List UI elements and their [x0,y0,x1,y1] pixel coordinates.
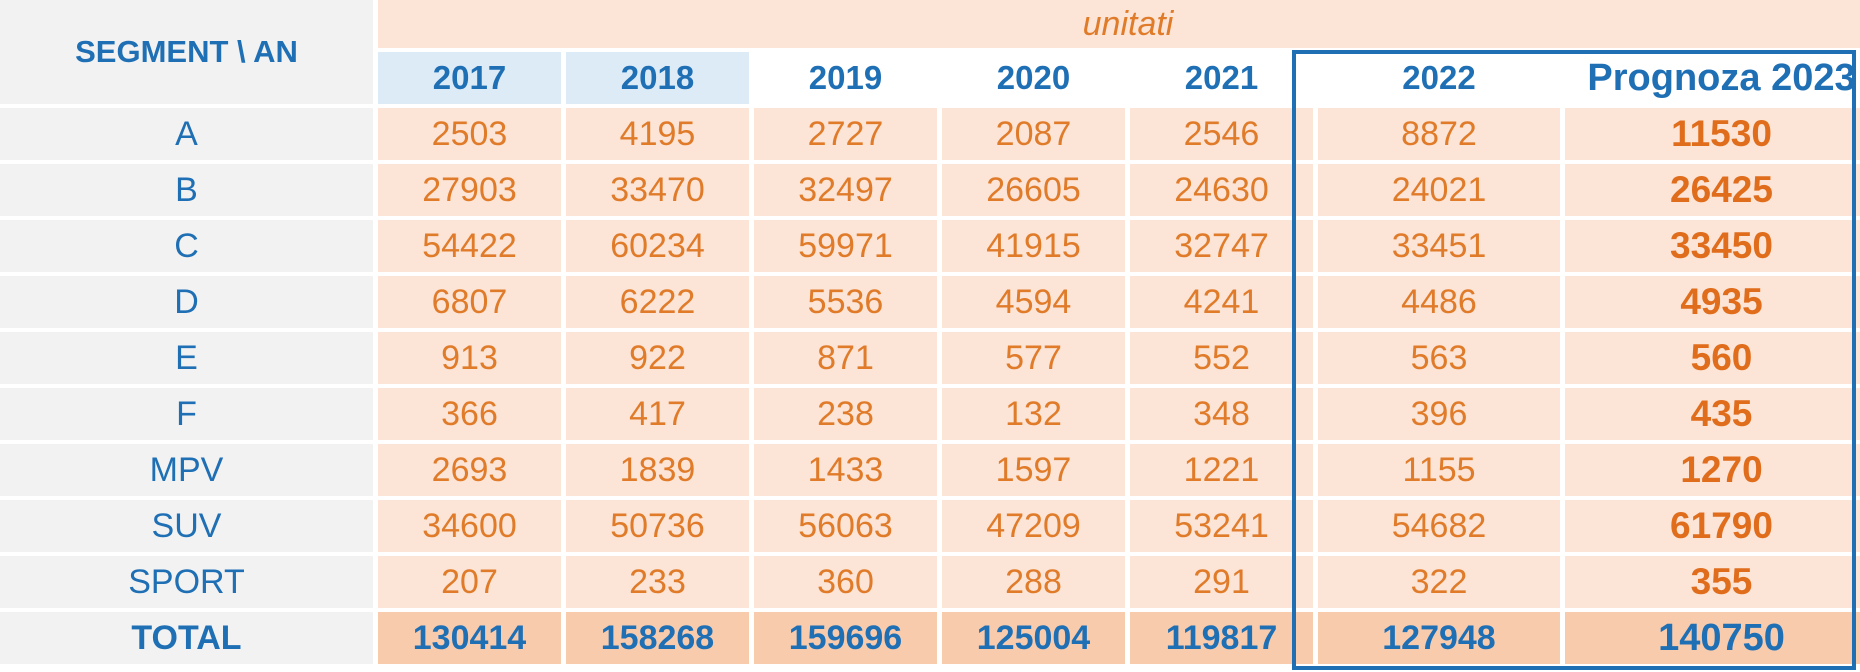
table-cell: 6222 [566,276,749,332]
table-cell: 4594 [942,276,1125,332]
total-cell: 159696 [754,612,937,668]
table-cell: 27903 [378,164,561,220]
table-cell: 913 [378,332,561,388]
table-cell: 47209 [942,500,1125,556]
table-cell: 238 [754,388,937,444]
table-cell: 233 [566,556,749,612]
table-cell: 1433 [754,444,937,500]
table-cell: 26605 [942,164,1125,220]
total-cell: 119817 [1130,612,1313,668]
total-cell: 130414 [378,612,561,668]
table-cell: 1155 [1318,444,1560,500]
total-label: TOTAL [0,612,373,668]
table-cell: 360 [754,556,937,612]
forecast-cell: 11530 [1565,108,1860,164]
table-cell: 2087 [942,108,1125,164]
forecast-cell: 355 [1565,556,1860,612]
table-cell: 59971 [754,220,937,276]
table-cell: 552 [1130,332,1313,388]
table-cell: 288 [942,556,1125,612]
table-cell: 32747 [1130,220,1313,276]
segment-label: SUV [0,500,373,556]
segment-label: F [0,388,373,444]
year-header-2018: 2018 [566,52,749,108]
table-cell: 6807 [378,276,561,332]
table-cell: 563 [1318,332,1560,388]
corner-header: SEGMENT \ AN [0,0,373,108]
forecast-cell: 560 [1565,332,1860,388]
table-cell: 24021 [1318,164,1560,220]
forecast-cell: 61790 [1565,500,1860,556]
table-cell: 50736 [566,500,749,556]
year-header-2022: 2022 [1318,52,1560,108]
table-cell: 54422 [378,220,561,276]
table-cell: 2546 [1130,108,1313,164]
table-cell: 33470 [566,164,749,220]
table-cell: 56063 [754,500,937,556]
table-cell: 132 [942,388,1125,444]
forecast-cell: 1270 [1565,444,1860,500]
table-cell: 5536 [754,276,937,332]
year-header-2021: 2021 [1130,52,1313,108]
segment-label: C [0,220,373,276]
table-cell: 207 [378,556,561,612]
table-cell: 60234 [566,220,749,276]
year-header-2019: 2019 [754,52,937,108]
table-cell: 577 [942,332,1125,388]
table-cell: 53241 [1130,500,1313,556]
table-cell: 8872 [1318,108,1560,164]
table-cell: 1839 [566,444,749,500]
year-header-2020: 2020 [942,52,1125,108]
segment-label: B [0,164,373,220]
table-cell: 396 [1318,388,1560,444]
table-cell: 1221 [1130,444,1313,500]
table-cell: 24630 [1130,164,1313,220]
table-cell: 348 [1130,388,1313,444]
total-forecast-cell: 140750 [1565,612,1860,668]
forecast-cell: 33450 [1565,220,1860,276]
table-cell: 366 [378,388,561,444]
total-cell: 158268 [566,612,749,668]
table-cell: 4486 [1318,276,1560,332]
total-cell: 127948 [1318,612,1560,668]
table-cell: 2693 [378,444,561,500]
units-header: unitati [378,0,1860,52]
table-cell: 1597 [942,444,1125,500]
table-cell: 4195 [566,108,749,164]
table-cell: 417 [566,388,749,444]
table-cell: 32497 [754,164,937,220]
year-header-2017: 2017 [378,52,561,108]
segment-label: D [0,276,373,332]
segment-label: MPV [0,444,373,500]
table-cell: 291 [1130,556,1313,612]
table-cell: 2503 [378,108,561,164]
table-cell: 871 [754,332,937,388]
table-cell: 4241 [1130,276,1313,332]
segment-label: SPORT [0,556,373,612]
table-cell: 54682 [1318,500,1560,556]
total-cell: 125004 [942,612,1125,668]
table-cell: 922 [566,332,749,388]
forecast-cell: 4935 [1565,276,1860,332]
year-header-forecast-2023: Prognoza 2023 [1565,52,1860,108]
forecast-cell: 435 [1565,388,1860,444]
segment-label: A [0,108,373,164]
table-cell: 322 [1318,556,1560,612]
table-cell: 41915 [942,220,1125,276]
forecast-cell: 26425 [1565,164,1860,220]
table-cell: 33451 [1318,220,1560,276]
table-cell: 2727 [754,108,937,164]
segment-label: E [0,332,373,388]
table-cell: 34600 [378,500,561,556]
